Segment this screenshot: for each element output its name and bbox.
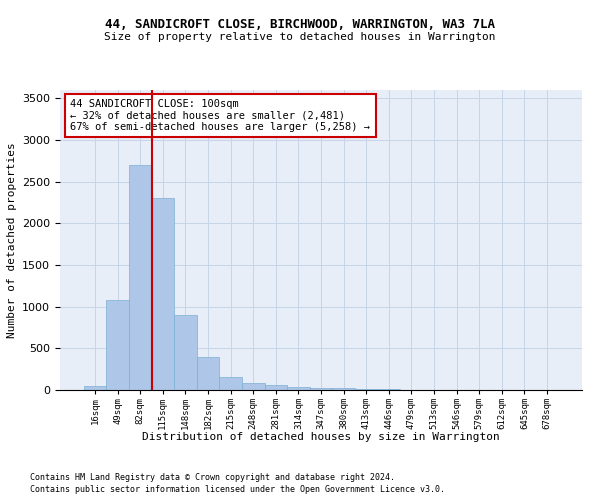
Bar xyxy=(197,356,220,390)
Bar xyxy=(220,376,242,390)
Y-axis label: Number of detached properties: Number of detached properties xyxy=(7,142,17,338)
Text: Contains HM Land Registry data © Crown copyright and database right 2024.: Contains HM Land Registry data © Crown c… xyxy=(30,472,395,482)
Text: 44, SANDICROFT CLOSE, BIRCHWOOD, WARRINGTON, WA3 7LA: 44, SANDICROFT CLOSE, BIRCHWOOD, WARRING… xyxy=(105,18,495,30)
Bar xyxy=(287,386,310,390)
Bar xyxy=(265,385,287,390)
Text: Distribution of detached houses by size in Warrington: Distribution of detached houses by size … xyxy=(142,432,500,442)
Text: Contains public sector information licensed under the Open Government Licence v3: Contains public sector information licen… xyxy=(30,485,445,494)
Bar xyxy=(106,300,129,390)
Bar xyxy=(332,388,355,390)
Bar xyxy=(310,388,332,390)
Bar xyxy=(377,389,400,390)
Text: 44 SANDICROFT CLOSE: 100sqm
← 32% of detached houses are smaller (2,481)
67% of : 44 SANDICROFT CLOSE: 100sqm ← 32% of det… xyxy=(70,99,370,132)
Bar xyxy=(129,165,152,390)
Text: Size of property relative to detached houses in Warrington: Size of property relative to detached ho… xyxy=(104,32,496,42)
Bar xyxy=(355,389,377,390)
Bar xyxy=(242,382,265,390)
Bar xyxy=(152,198,174,390)
Bar xyxy=(84,386,106,390)
Bar xyxy=(174,315,197,390)
